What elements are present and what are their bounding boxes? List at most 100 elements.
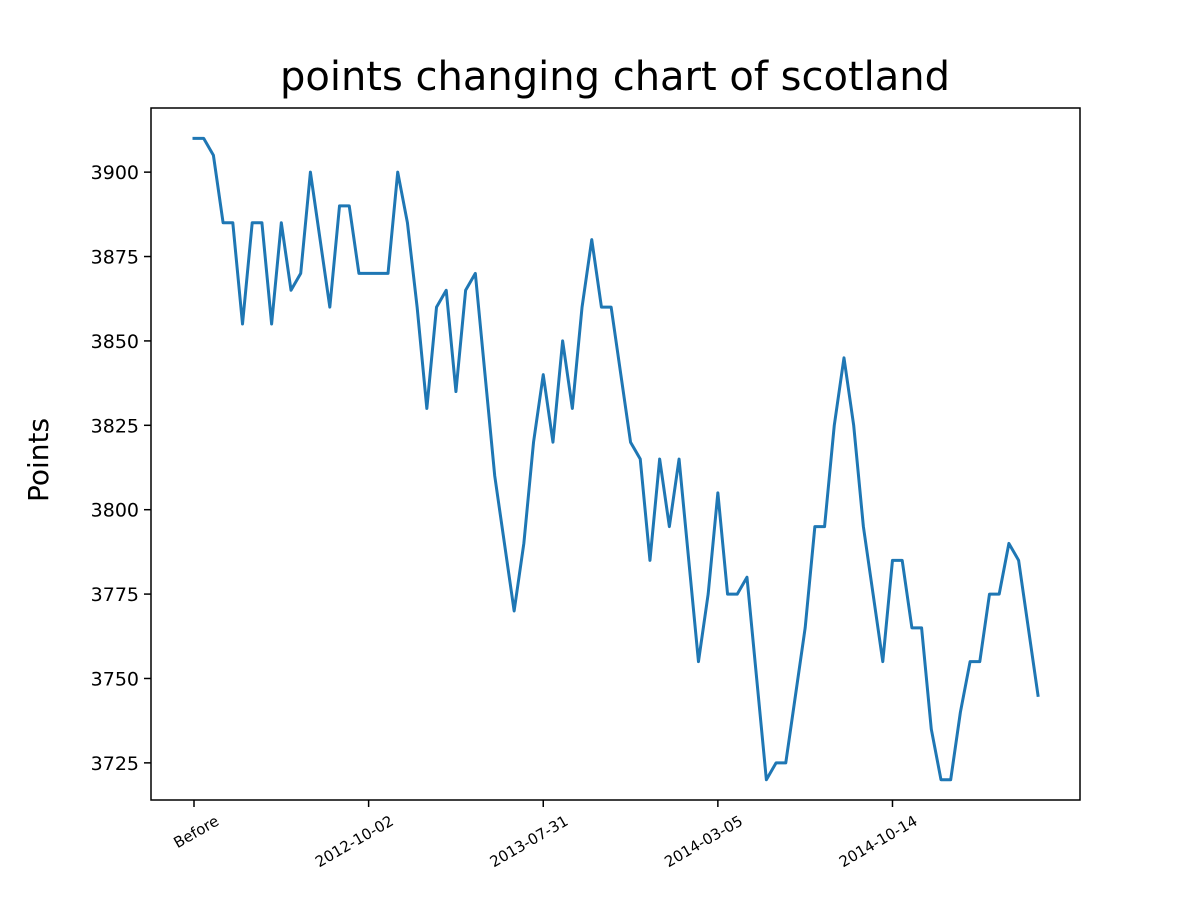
- y-tick-label: 3875: [91, 247, 139, 269]
- data-point: [425, 406, 429, 410]
- data-point: [454, 390, 458, 394]
- data-point: [386, 271, 390, 275]
- data-point: [609, 305, 613, 309]
- data-point: [871, 592, 875, 596]
- data-point: [347, 204, 351, 208]
- data-point: [803, 626, 807, 630]
- data-point: [890, 558, 894, 562]
- y-tick-label: 3775: [91, 584, 139, 606]
- data-point: [318, 238, 322, 242]
- data-point: [716, 491, 720, 495]
- data-point: [842, 356, 846, 360]
- data-point: [270, 322, 274, 326]
- data-point: [202, 136, 206, 140]
- data-point: [910, 626, 914, 630]
- data-point: [376, 271, 380, 275]
- data-point: [1026, 626, 1030, 630]
- data-point: [308, 170, 312, 174]
- data-point: [551, 440, 555, 444]
- data-point: [832, 423, 836, 427]
- data-point: [735, 592, 739, 596]
- data-point: [852, 423, 856, 427]
- data-point: [619, 373, 623, 377]
- data-point: [939, 778, 943, 782]
- data-point: [357, 271, 361, 275]
- data-point: [231, 221, 235, 225]
- data-point: [590, 238, 594, 242]
- data-point: [211, 153, 215, 157]
- data-point: [755, 676, 759, 680]
- series-line: [192, 136, 1040, 782]
- y-tick-label: 3800: [91, 500, 139, 522]
- series-layer: [192, 136, 1040, 782]
- data-point: [502, 541, 506, 545]
- data-point: [823, 525, 827, 529]
- data-point: [250, 221, 254, 225]
- data-point: [667, 525, 671, 529]
- data-point: [473, 271, 477, 275]
- data-point: [978, 660, 982, 664]
- data-point: [289, 288, 293, 292]
- data-point: [696, 660, 700, 664]
- x-tick-label: 2014-10-14: [836, 812, 921, 871]
- data-point: [949, 778, 953, 782]
- data-point: [1036, 693, 1040, 697]
- x-tick-label: 2012-10-02: [312, 812, 397, 871]
- data-point: [764, 778, 768, 782]
- data-point: [338, 204, 342, 208]
- y-tick-label: 3900: [91, 162, 139, 184]
- data-point: [968, 660, 972, 664]
- data-point: [570, 406, 574, 410]
- data-point: [396, 170, 400, 174]
- x-axis-ticks: Before 2012-10-02 2013-07-31 2014-03-05 2014…: [171, 800, 921, 871]
- data-point: [405, 221, 409, 225]
- data-point: [444, 288, 448, 292]
- data-point: [920, 626, 924, 630]
- data-point: [638, 457, 642, 461]
- data-point: [677, 457, 681, 461]
- data-point: [726, 592, 730, 596]
- data-point: [958, 710, 962, 714]
- data-point: [599, 305, 603, 309]
- y-axis-label: Points: [22, 418, 55, 502]
- data-point: [328, 305, 332, 309]
- data-point: [1007, 541, 1011, 545]
- data-point: [221, 221, 225, 225]
- data-point: [260, 221, 264, 225]
- data-point: [512, 609, 516, 613]
- data-point: [987, 592, 991, 596]
- data-point: [580, 305, 584, 309]
- data-point: [1017, 558, 1021, 562]
- data-point: [861, 525, 865, 529]
- data-point: [881, 660, 885, 664]
- y-tick-label: 3750: [91, 668, 139, 690]
- x-tick-label: 2014-03-05: [661, 812, 746, 871]
- data-point: [658, 457, 662, 461]
- data-point: [435, 305, 439, 309]
- data-point: [629, 440, 633, 444]
- data-point: [464, 288, 468, 292]
- data-point: [997, 592, 1001, 596]
- data-point: [299, 271, 303, 275]
- data-point: [929, 727, 933, 731]
- data-point: [415, 305, 419, 309]
- data-point: [648, 558, 652, 562]
- x-tick-label: 2013-07-31: [487, 812, 572, 871]
- data-point: [784, 761, 788, 765]
- y-tick-label: 3725: [91, 753, 139, 775]
- data-point: [774, 761, 778, 765]
- chart-title: points changing chart of scotland: [280, 54, 950, 100]
- data-point: [900, 558, 904, 562]
- data-point: [367, 271, 371, 275]
- data-point: [483, 373, 487, 377]
- data-point: [706, 592, 710, 596]
- data-point: [687, 558, 691, 562]
- data-point: [522, 541, 526, 545]
- y-tick-label: 3850: [91, 331, 139, 353]
- data-point: [793, 693, 797, 697]
- data-point: [813, 525, 817, 529]
- data-point: [192, 136, 196, 140]
- data-point: [541, 373, 545, 377]
